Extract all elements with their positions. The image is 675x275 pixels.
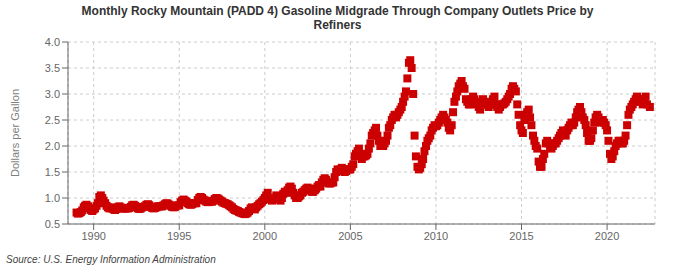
svg-text:Dollars per Gallon: Dollars per Gallon	[9, 89, 21, 177]
svg-text:2.5: 2.5	[45, 114, 60, 126]
svg-text:1.5: 1.5	[45, 166, 60, 178]
svg-text:0.5: 0.5	[45, 218, 60, 230]
svg-text:2020: 2020	[595, 230, 619, 242]
svg-text:3.0: 3.0	[45, 88, 60, 100]
html-text:Monthly Rocky Mountain (PADD 4: Monthly Rocky Mountain (PADD 4) Gasoline…	[81, 4, 594, 32]
svg-text:1.0: 1.0	[45, 192, 60, 204]
svg-text:2000: 2000	[253, 230, 277, 242]
svg-text:2.0: 2.0	[45, 140, 60, 152]
svg-text:4.0: 4.0	[45, 36, 60, 48]
svg-text:2010: 2010	[424, 230, 448, 242]
svg-text:2005: 2005	[338, 230, 362, 242]
html-text:Source: U.S. Energy Informatio: Source: U.S. Energy Information Administ…	[6, 254, 216, 265]
svg-text:1995: 1995	[167, 230, 191, 242]
svg-text:3.5: 3.5	[45, 62, 60, 74]
svg-text:2015: 2015	[509, 230, 533, 242]
svg-text:1990: 1990	[81, 230, 105, 242]
